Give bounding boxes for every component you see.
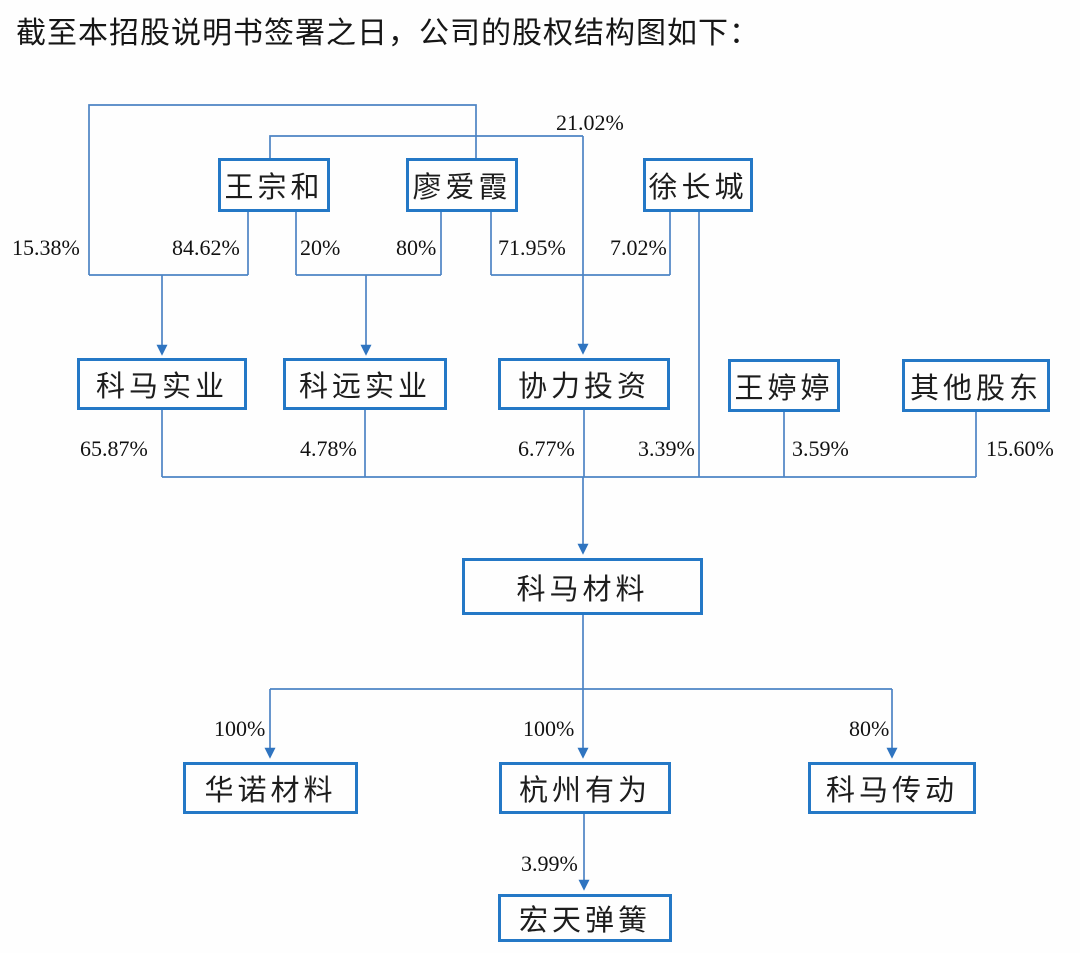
node-keyuan-shiye: 科远实业 [283, 358, 447, 410]
connector-liao-to-15-38 [88, 104, 477, 275]
ownership-pct-label: 3.99% [521, 851, 578, 876]
node-hongtian-tanhuang: 宏天弹簧 [498, 894, 672, 942]
ownership-pct-label: 80% [849, 716, 890, 741]
ownership-pct-label: 80% [396, 235, 437, 260]
node-kema-chuandong: 科马传动 [808, 762, 976, 814]
node-wang-tingting: 王婷婷 [728, 359, 840, 412]
node-huanuo-cailiao: 华诺材料 [183, 762, 358, 814]
node-qita-gudong: 其他股东 [902, 359, 1050, 412]
ownership-pct-label: 15.60% [986, 436, 1054, 461]
ownership-pct-label: 4.78% [300, 436, 357, 461]
connector-wang-to-21-02 [269, 135, 583, 158]
ownership-pct-label: 21.02% [556, 110, 624, 135]
node-hangzhou-youwei: 杭州有为 [499, 762, 671, 814]
ownership-pct-label: 20% [300, 235, 341, 260]
node-wang-zonghe: 王宗和 [218, 158, 330, 212]
ownership-pct-label: 3.59% [792, 436, 849, 461]
ownership-pct-label: 100% [523, 716, 575, 741]
node-kema-shiye: 科马实业 [77, 358, 247, 410]
ownership-pct-label: 6.77% [518, 436, 575, 461]
node-liao-aixia: 廖爱霞 [406, 158, 518, 212]
ownership-pct-label: 7.02% [610, 235, 667, 260]
node-kema-cailiao: 科马材料 [462, 558, 703, 615]
ownership-pct-label: 100% [214, 716, 266, 741]
node-xu-changcheng: 徐长城 [643, 158, 753, 212]
ownership-pct-label: 84.62% [172, 235, 240, 260]
ownership-pct-label: 71.95% [498, 235, 566, 260]
ownership-pct-label: 15.38% [12, 235, 80, 260]
page-title: 截至本招股说明书签署之日，公司的股权结构图如下： [16, 17, 760, 50]
ownership-pct-label: 3.39% [638, 436, 695, 461]
ownership-pct-label: 65.87% [80, 436, 148, 461]
node-xieli-touzi: 协力投资 [498, 358, 670, 410]
